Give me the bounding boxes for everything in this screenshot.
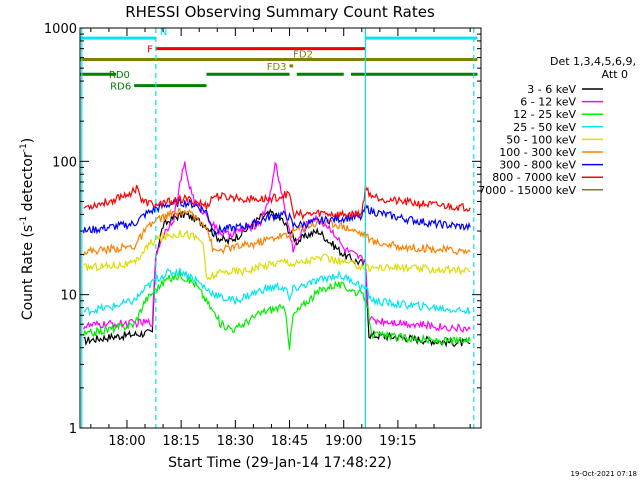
vertical-markers: [81, 28, 475, 428]
interval-label: RD6: [110, 82, 131, 93]
series-lines: [83, 161, 471, 351]
x-axis-label: Start Time (29-Jan-14 17:48:22): [168, 455, 392, 471]
y-tick-label: 1000: [44, 22, 77, 37]
x-tick-label: 19:00: [325, 434, 362, 449]
legend-header-line1: Det 1,3,4,5,6,9,: [550, 55, 636, 68]
y-axis-label: Count Rate (s-1 detector-1): [19, 138, 36, 320]
y-tick-label: 100: [52, 155, 77, 170]
series-line: [83, 270, 471, 351]
legend-label: 800 - 7000 keV: [492, 171, 576, 184]
x-tick-label: 18:00: [108, 434, 145, 449]
series-line: [83, 267, 471, 317]
y-tick-label: 10: [60, 289, 77, 304]
legend-label: 12 - 25 keV: [513, 108, 576, 121]
x-tick-label: 18:45: [271, 434, 308, 449]
series-line: [83, 208, 471, 348]
interval-label: RD0: [109, 70, 130, 81]
x-tick-label: 19:15: [379, 434, 416, 449]
legend-label: 300 - 800 keV: [499, 159, 576, 172]
x-tick-label: 18:30: [217, 434, 254, 449]
x-tick-label: 18:15: [162, 434, 199, 449]
legend-label: 100 - 300 keV: [499, 146, 576, 159]
legend-label: 7000 - 15000 keV: [478, 184, 576, 197]
y-tick-label: 1: [69, 422, 77, 437]
series-line: [83, 161, 471, 334]
x-axis: 18:00 18:15 18:30 18:45 19:00 19:15: [90, 28, 471, 449]
series-line: [83, 208, 471, 256]
legend-label: 3 - 6 keV: [527, 83, 576, 96]
y-axis-label-main: Count Rate (s: [20, 225, 36, 320]
plot-frame: [79, 27, 482, 429]
series-line: [83, 184, 471, 221]
y-axis-label-close: ): [20, 138, 36, 143]
series-line: [83, 197, 471, 236]
interval-label: FD3: [267, 62, 287, 73]
legend-label: 6 - 12 keV: [520, 96, 576, 109]
interval-label: N: [160, 27, 167, 38]
legend-label: 50 - 100 keV: [506, 133, 576, 146]
y-axis-label-sup: -1: [19, 216, 29, 225]
legend-label: 25 - 50 keV: [513, 121, 576, 134]
interval-label: FD2: [293, 50, 313, 61]
interval-label: F: [147, 45, 153, 56]
y-axis-label-tail: detector: [20, 152, 36, 216]
series-line: [83, 229, 471, 281]
chart-title: RHESSI Observing Summary Count Rates: [125, 3, 435, 21]
legend-header-line2: Att 0: [602, 68, 628, 81]
y-axis-label-sup2: -1: [19, 143, 29, 152]
footer-timestamp: 19-Oct-2021 07:18: [571, 470, 637, 478]
y-axis: 1 10 100 1000: [44, 22, 481, 437]
